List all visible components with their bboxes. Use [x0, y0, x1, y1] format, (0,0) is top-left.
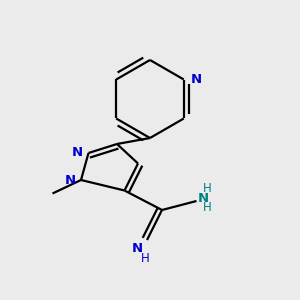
- Text: N: N: [64, 173, 76, 187]
- Text: H: H: [202, 182, 211, 195]
- Text: N: N: [131, 242, 142, 254]
- Text: N: N: [198, 191, 209, 205]
- Text: H: H: [202, 201, 211, 214]
- Text: N: N: [190, 73, 202, 86]
- Text: H: H: [141, 252, 150, 265]
- Text: N: N: [72, 146, 83, 160]
